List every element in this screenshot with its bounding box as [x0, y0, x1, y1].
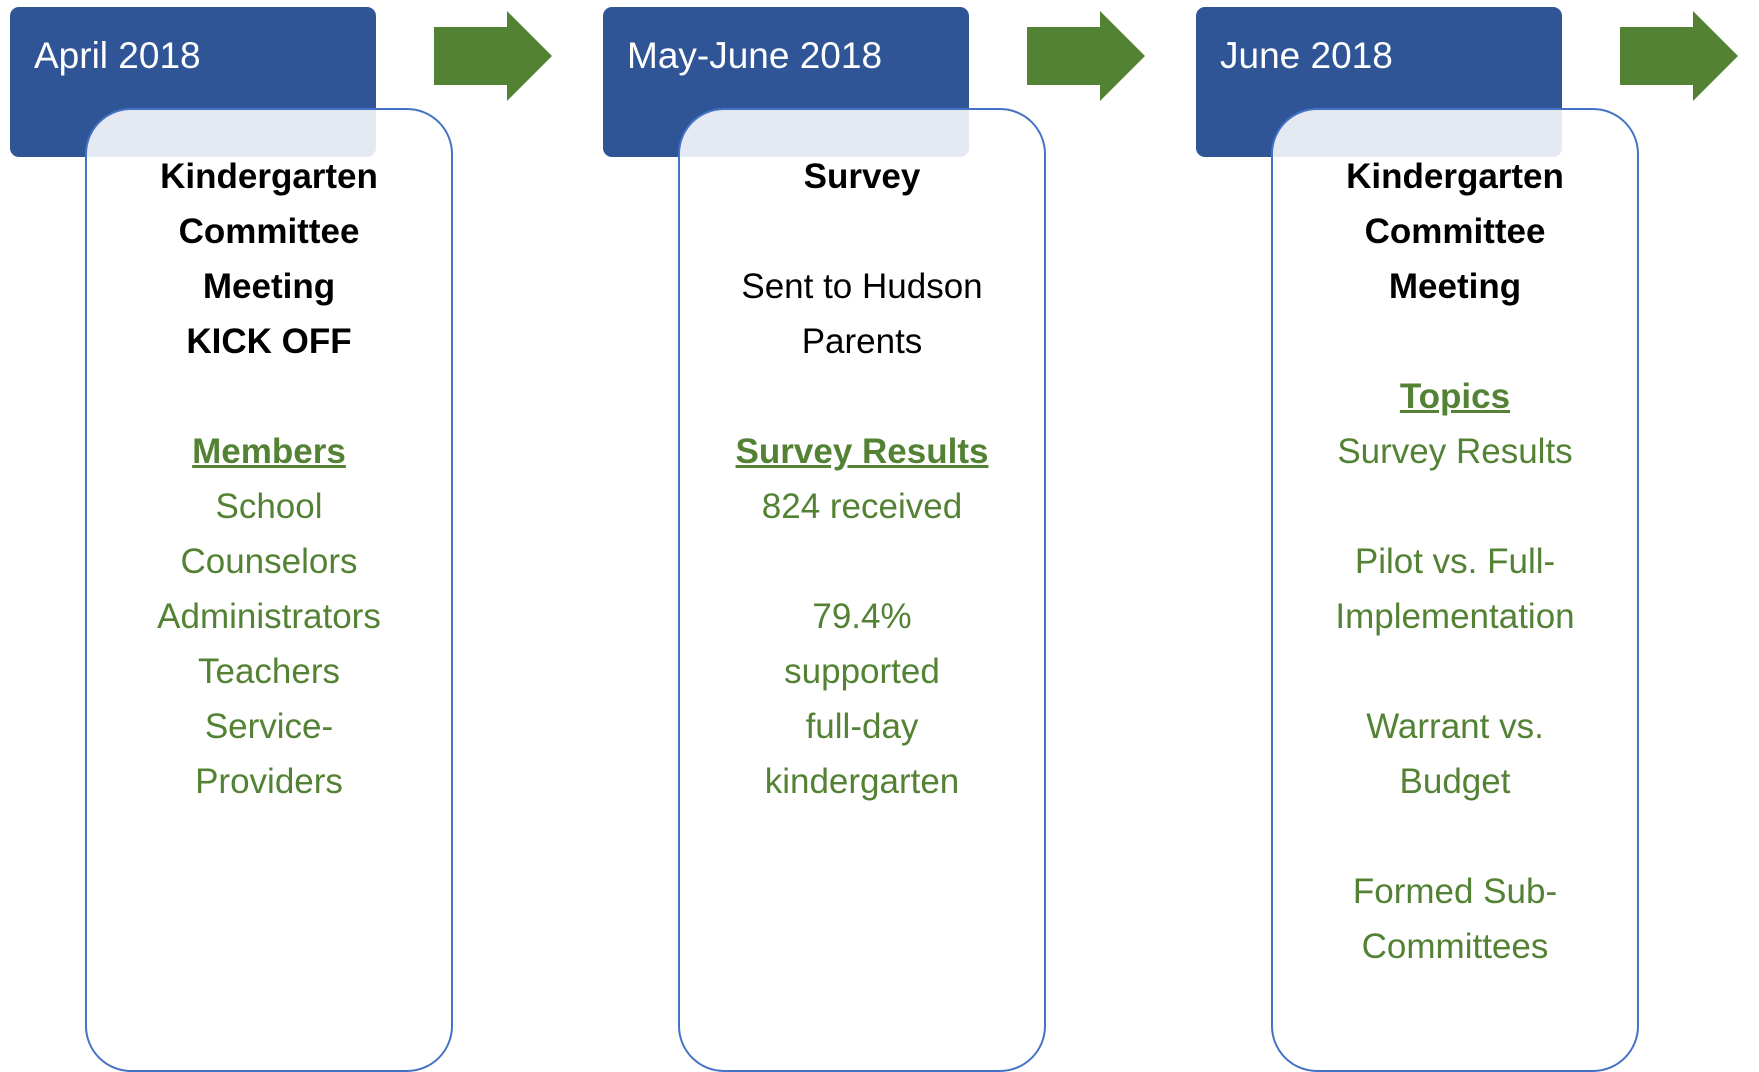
spacer	[1273, 314, 1637, 369]
section-heading: Topics	[1399, 377, 1511, 416]
arrow	[434, 11, 552, 101]
section-line: full-day	[805, 707, 919, 746]
section-line: Providers	[195, 762, 343, 801]
arrow	[1620, 11, 1738, 101]
spacer	[1273, 644, 1637, 699]
card-title: Kindergarten	[1346, 157, 1564, 196]
section-line: Formed Sub-	[1352, 872, 1558, 911]
spacer	[680, 369, 1044, 424]
section-heading: Members	[192, 432, 346, 471]
card-content: Kindergarten Committee Meeting KICK OFF Memb…	[87, 149, 451, 809]
card-title: Meeting	[202, 267, 336, 306]
section-line: Teachers	[197, 652, 341, 691]
stage-card: Kindergarten Committee Meeting Topics Survey…	[1271, 108, 1639, 1072]
arrow-shape	[1027, 11, 1145, 101]
section-line: 79.4%	[812, 597, 912, 636]
arrow-shape	[434, 11, 552, 101]
spacer	[1273, 479, 1637, 534]
card-title: Committee	[178, 212, 360, 251]
section-line: supported	[784, 652, 940, 691]
section-line: Service-	[204, 707, 334, 746]
arrow-shape	[1620, 11, 1738, 101]
section-line: 824 received	[761, 487, 963, 526]
date-label: April 2018	[34, 35, 201, 76]
date-label: June 2018	[1220, 35, 1393, 76]
spacer	[1273, 809, 1637, 864]
section-line: Administrators	[157, 597, 381, 636]
section-line: Sent to Hudson	[741, 267, 983, 306]
arrow	[1027, 11, 1145, 101]
date-label: May-June 2018	[627, 35, 883, 76]
section-line: Pilot vs. Full-	[1354, 542, 1556, 581]
card-content: Kindergarten Committee Meeting Topics Survey…	[1273, 149, 1637, 974]
card-title: Kindergarten	[160, 157, 378, 196]
card-title: Survey	[803, 157, 921, 196]
card-title: Committee	[1364, 212, 1546, 251]
section-line: Implementation	[1335, 597, 1575, 636]
stage-card: Survey Sent to Hudson Parents Survey Result…	[678, 108, 1046, 1072]
spacer	[87, 369, 451, 424]
section-line: School	[215, 487, 323, 526]
spacer	[680, 204, 1044, 259]
stage: April 2018 Kindergarten Committee Meeting KI…	[0, 0, 560, 1072]
stage: June 2018 Kindergarten Committee Meeting Top…	[1186, 0, 1746, 1072]
spacer	[680, 534, 1044, 589]
section-line: Counselors	[180, 542, 358, 581]
section-heading: Survey Results	[735, 432, 989, 471]
card-content: Survey Sent to Hudson Parents Survey Result…	[680, 149, 1044, 809]
section-line: Survey Results	[1337, 432, 1573, 471]
section-line: Committees	[1361, 927, 1549, 966]
card-title: KICK OFF	[186, 322, 352, 361]
section-line: Budget	[1399, 762, 1511, 801]
section-line: kindergarten	[764, 762, 960, 801]
stage-card: Kindergarten Committee Meeting KICK OFF Memb…	[85, 108, 453, 1072]
section-line: Parents	[801, 322, 923, 361]
card-title: Meeting	[1388, 267, 1522, 306]
section-line: Warrant vs.	[1366, 707, 1544, 746]
stage: May-June 2018 Survey Sent to Hudson Parents…	[593, 0, 1153, 1072]
